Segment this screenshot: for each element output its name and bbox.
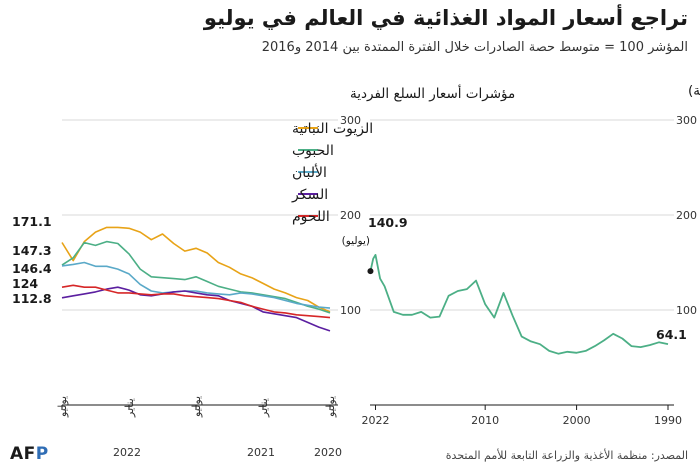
source-note: المصدر: منظمة الأغذية والزراعة التابعة ل… [445,449,688,462]
legend-label: اللحوم [292,209,330,225]
y-tick-label: 200 [340,209,361,222]
latest-point-marker [367,268,374,275]
left-y-axis-ticks: 100 200 300 [340,114,361,317]
fao-index-chart: مؤشر الفاو لأسعار الغذاء (أسعار إسمية) 1… [342,81,700,427]
x-tick-label: 2010 [471,414,499,427]
x-tick-label: 2000 [563,414,591,427]
value-label: 171.1 [12,214,52,229]
right-annotations: 140.9 (يوليو) 64.1 [342,215,687,342]
value-label: 146.4 [12,261,52,276]
start-value-label: 64.1 [656,327,687,342]
right-series-line [369,254,669,355]
year-label: 2022 [113,446,141,459]
series-line [61,261,331,309]
right-y-axis-ticks: 100 200 300 [676,114,697,317]
x-tick-label: يناير [123,398,136,418]
value-label: 112.8 [12,291,52,306]
y-tick-label: 100 [340,304,361,317]
legend-label: الزيوت النباتية [292,121,373,137]
series-line [61,286,331,332]
series-line [61,284,331,319]
page-title: تراجع أسعار المواد الغذائية في العالم في… [203,6,688,30]
x-tick-label: يوليو [190,396,203,418]
y-tick-label: 300 [340,114,361,127]
latest-value-note: (يوليو) [342,235,370,247]
afp-logo: AFP [10,444,49,464]
fao-index-line [369,254,669,355]
y-tick-label: 200 [676,209,697,222]
y-tick-label: 100 [676,304,697,317]
x-tick-label: يوليو [324,396,337,418]
x-tick-label: 2022 [361,414,389,427]
legend-label: الألبان [292,163,327,181]
legend-label: الحبوب [292,143,334,159]
right-chart-title: مؤشر الفاو لأسعار الغذاء (أسعار إسمية) [688,81,700,99]
series-line [61,240,331,314]
right-x-axis: 1990 2000 2010 2022 [361,404,682,427]
latest-value-label: 140.9 [368,215,408,230]
value-label: 124 [12,276,38,291]
left-gridlines [62,119,338,311]
series-line [61,226,331,313]
value-label: 147.3 [12,243,52,258]
commodity-indices-chart: مؤشرات أسعار السلع الفردية 100 200 300 يول… [12,84,515,459]
x-tick-label: يناير [257,398,270,418]
year-label: 2020 [314,446,342,459]
left-legend: الزيوت النباتية الحبوب الألبان السكر اللحوم [291,121,373,225]
y-tick-label: 300 [676,114,697,127]
legend-label: السكر [291,187,328,203]
x-tick-label: يوليو [56,396,69,418]
left-chart-title: مؤشرات أسعار السلع الفردية [350,84,515,102]
right-gridlines [370,119,674,311]
x-tick-label: 1990 [654,414,682,427]
left-x-axis: يوليو يناير يوليو يناير يوليو 2020 2021 2022 [56,396,342,459]
page-subtitle: المؤشر 100 = متوسط حصة الصادرات خلال الف… [261,40,688,55]
year-label: 2021 [247,446,275,459]
left-series-lines [61,226,331,332]
